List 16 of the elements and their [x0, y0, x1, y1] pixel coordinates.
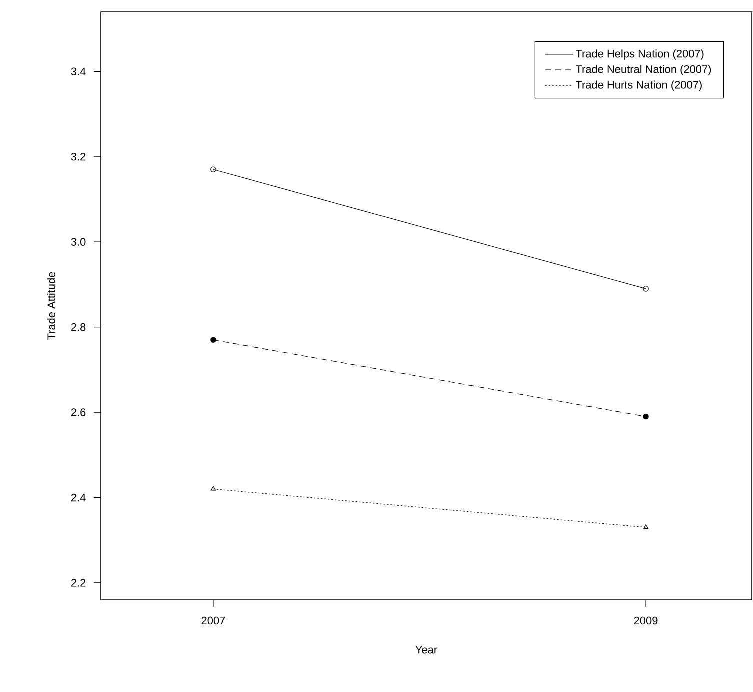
- y-tick-label: 2.2: [71, 579, 86, 587]
- x-tick-label: 2007: [202, 616, 226, 625]
- y-tick-label: 2.4: [71, 494, 86, 502]
- y-tick-label: 3.4: [71, 68, 86, 76]
- x-tick-label: 2009: [634, 616, 658, 625]
- y-tick-label: 2.8: [71, 323, 86, 332]
- x-axis-title: Year: [416, 646, 438, 654]
- y-axis-title: Trade Attitude: [47, 272, 56, 340]
- legend-label: Trade Neutral Nation (2007): [576, 65, 712, 76]
- y-tick-label: 3.2: [71, 152, 86, 161]
- y-tick-label: 3.0: [71, 238, 86, 246]
- legend-label: Trade Helps Nation (2007): [576, 50, 704, 60]
- legend-label: Trade Hurts Nation (2007): [576, 80, 702, 91]
- point: [643, 414, 649, 420]
- point: [210, 337, 216, 343]
- y-tick-label: 2.6: [71, 408, 86, 416]
